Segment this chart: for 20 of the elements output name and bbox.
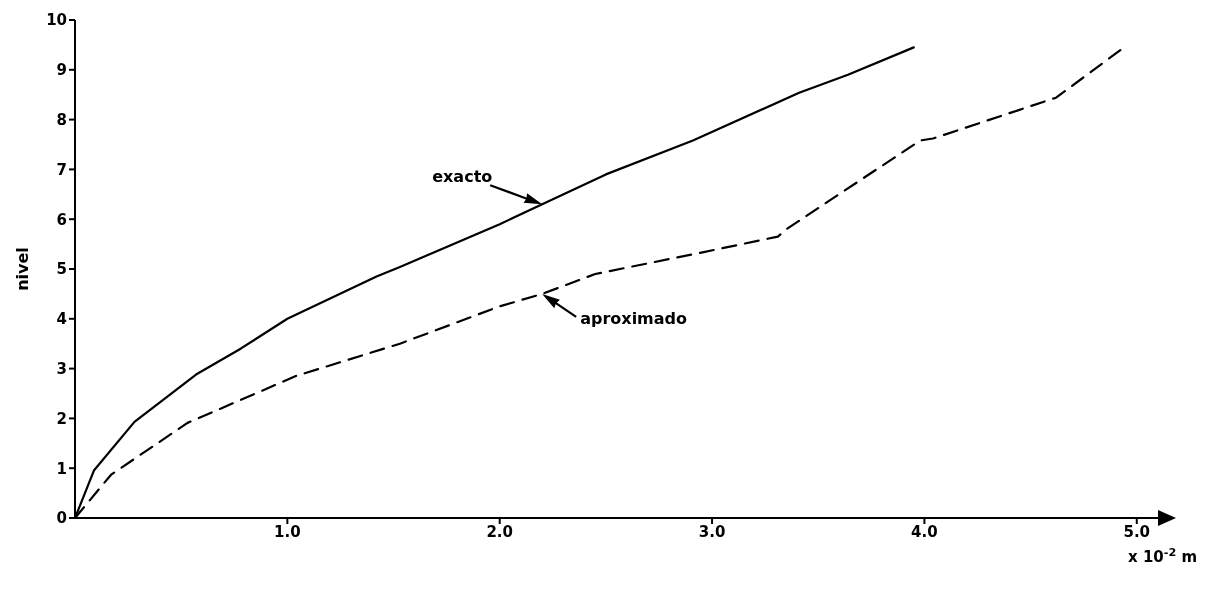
x-tick-label: 1.0 [274, 522, 301, 541]
y-tick-label: 6 [56, 210, 67, 229]
y-tick-label: 8 [56, 110, 67, 129]
y-tick-label: 9 [56, 61, 67, 80]
y-axis-title: nivel [13, 247, 32, 291]
series-label: aproximado [580, 308, 688, 328]
text: exacto [432, 167, 493, 187]
x-tick-label: 4.0 [911, 522, 938, 541]
y-tick-label: 0 [56, 509, 67, 528]
y-tick-label: 4 [56, 310, 67, 329]
y-tick-label: 3 [56, 359, 67, 378]
x-tick-label: 5.0 [1123, 522, 1151, 541]
y-tick-label: 1 [56, 459, 67, 478]
y-tick-label: 2 [56, 409, 67, 428]
x-tick-label: 3.0 [698, 522, 726, 541]
x-tick-label: 2.0 [486, 522, 513, 541]
x-axis-title: x 10$^{-2}$ m [1128, 545, 1198, 566]
y-tick-label: 7 [56, 160, 67, 179]
y-tick-label: 5 [56, 260, 67, 279]
y-tick-label: 10 [46, 11, 67, 30]
